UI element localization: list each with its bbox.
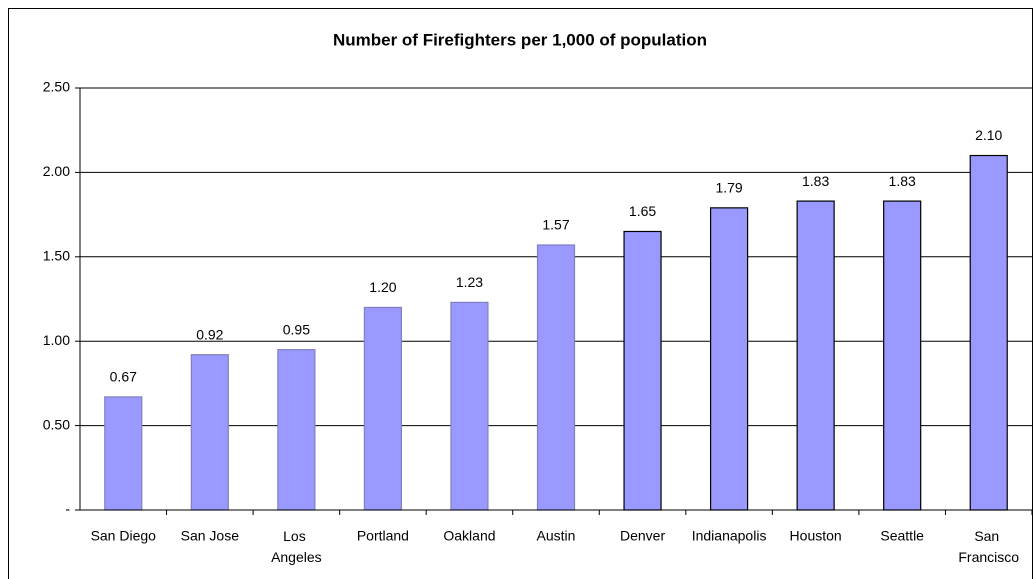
bar xyxy=(969,154,1008,511)
value-label: 1.20 xyxy=(369,279,396,295)
bar xyxy=(450,301,489,511)
x-tick-label: San Diego xyxy=(91,528,157,544)
bar xyxy=(883,200,922,511)
y-tick-label: 0.50 xyxy=(43,416,70,432)
value-label: 1.83 xyxy=(889,173,916,189)
bar xyxy=(277,349,316,511)
x-tick-label: San Jose xyxy=(181,528,240,544)
x-tick-label: Austin xyxy=(537,528,576,544)
y-tick-label: 2.00 xyxy=(43,163,70,179)
x-tick-label: Portland xyxy=(357,528,409,544)
x-tick-label: Indianapolis xyxy=(692,528,767,544)
value-label: 1.23 xyxy=(456,274,483,290)
bar xyxy=(623,230,662,511)
x-tick-label: Seattle xyxy=(880,528,924,544)
y-tick-label: - xyxy=(65,501,70,517)
x-tick-label: Houston xyxy=(790,528,842,544)
value-label: 0.67 xyxy=(110,369,137,385)
x-tick-label: Denver xyxy=(620,528,665,544)
bar xyxy=(363,306,403,511)
value-label: 1.65 xyxy=(629,203,656,219)
bar xyxy=(190,354,229,511)
y-tick-label: 1.00 xyxy=(43,332,70,348)
bar xyxy=(536,244,576,511)
x-tick-label: Los Angeles xyxy=(271,528,322,565)
y-tick-label: 2.50 xyxy=(43,79,70,95)
value-label: 1.57 xyxy=(542,217,569,233)
chart-title: Number of Firefighters per 1,000 of popu… xyxy=(333,30,707,49)
chart-border xyxy=(8,8,1033,579)
bar xyxy=(709,207,749,511)
bar xyxy=(104,396,143,511)
bar xyxy=(796,200,835,511)
value-label: 1.83 xyxy=(802,173,829,189)
x-tick-label: Oakland xyxy=(443,528,495,544)
x-tick-label: San Francisco xyxy=(958,528,1019,565)
value-label: 0.92 xyxy=(196,326,223,342)
y-tick-label: 1.50 xyxy=(43,248,70,264)
value-label: 2.10 xyxy=(975,127,1002,143)
value-label: 1.79 xyxy=(715,180,742,196)
value-label: 0.95 xyxy=(283,321,310,337)
